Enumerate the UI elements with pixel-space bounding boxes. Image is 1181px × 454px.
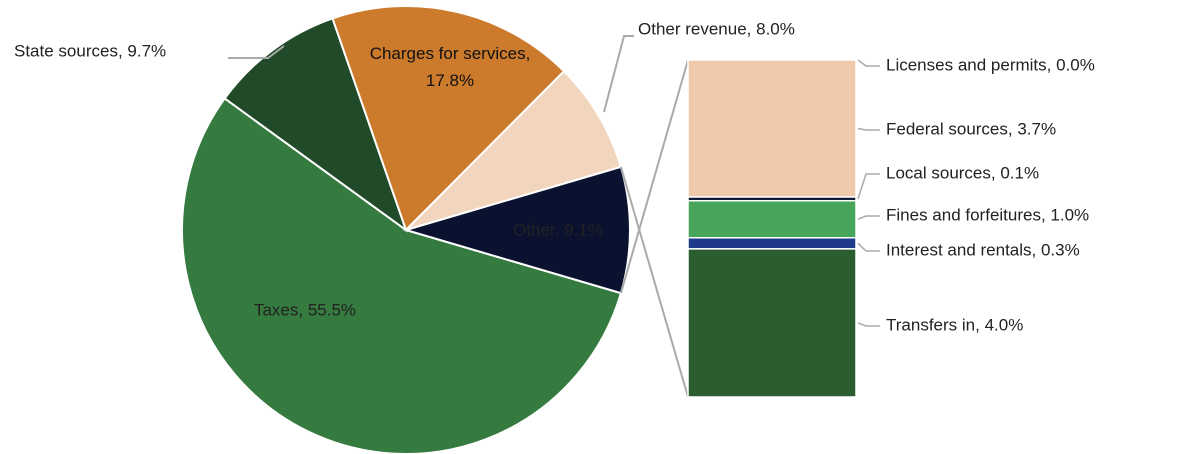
pie-label: Taxes, 55.5% <box>254 300 356 319</box>
bar-segment <box>687 237 857 250</box>
bar-label: Federal sources, 3.7% <box>886 119 1056 138</box>
leader-line <box>857 59 880 67</box>
leader-line <box>857 322 880 327</box>
pie-slice <box>223 17 408 233</box>
bar-label: Interest and rentals, 0.3% <box>886 240 1080 259</box>
leader-line <box>857 127 880 131</box>
bar-label: Fines and forfeitures, 1.0% <box>886 205 1089 224</box>
bar-label: Transfers in, 4.0% <box>886 315 1023 334</box>
pie-slice <box>331 5 566 232</box>
pie-slice <box>405 69 623 231</box>
bar-label: Licenses and permits, 0.0% <box>886 55 1095 74</box>
pie-label: State sources, 9.7% <box>14 41 166 60</box>
bar-label: Local sources, 0.1% <box>886 163 1039 182</box>
pie-label: Charges for services, 17.8% <box>369 44 531 90</box>
leader-line <box>228 45 285 59</box>
leader-line <box>857 173 880 200</box>
pie-label: Other revenue, 8.0% <box>638 19 795 38</box>
pie-slice <box>181 97 623 454</box>
connector-line <box>619 166 689 398</box>
pie-label: Other, 9.1% <box>513 220 603 239</box>
leader-line <box>857 242 880 252</box>
bar-segment <box>687 59 857 198</box>
bar-segment <box>687 199 857 239</box>
leader-line <box>603 35 634 113</box>
connector-line <box>619 59 689 294</box>
leader-line <box>857 215 880 220</box>
bar-segment <box>687 248 857 398</box>
